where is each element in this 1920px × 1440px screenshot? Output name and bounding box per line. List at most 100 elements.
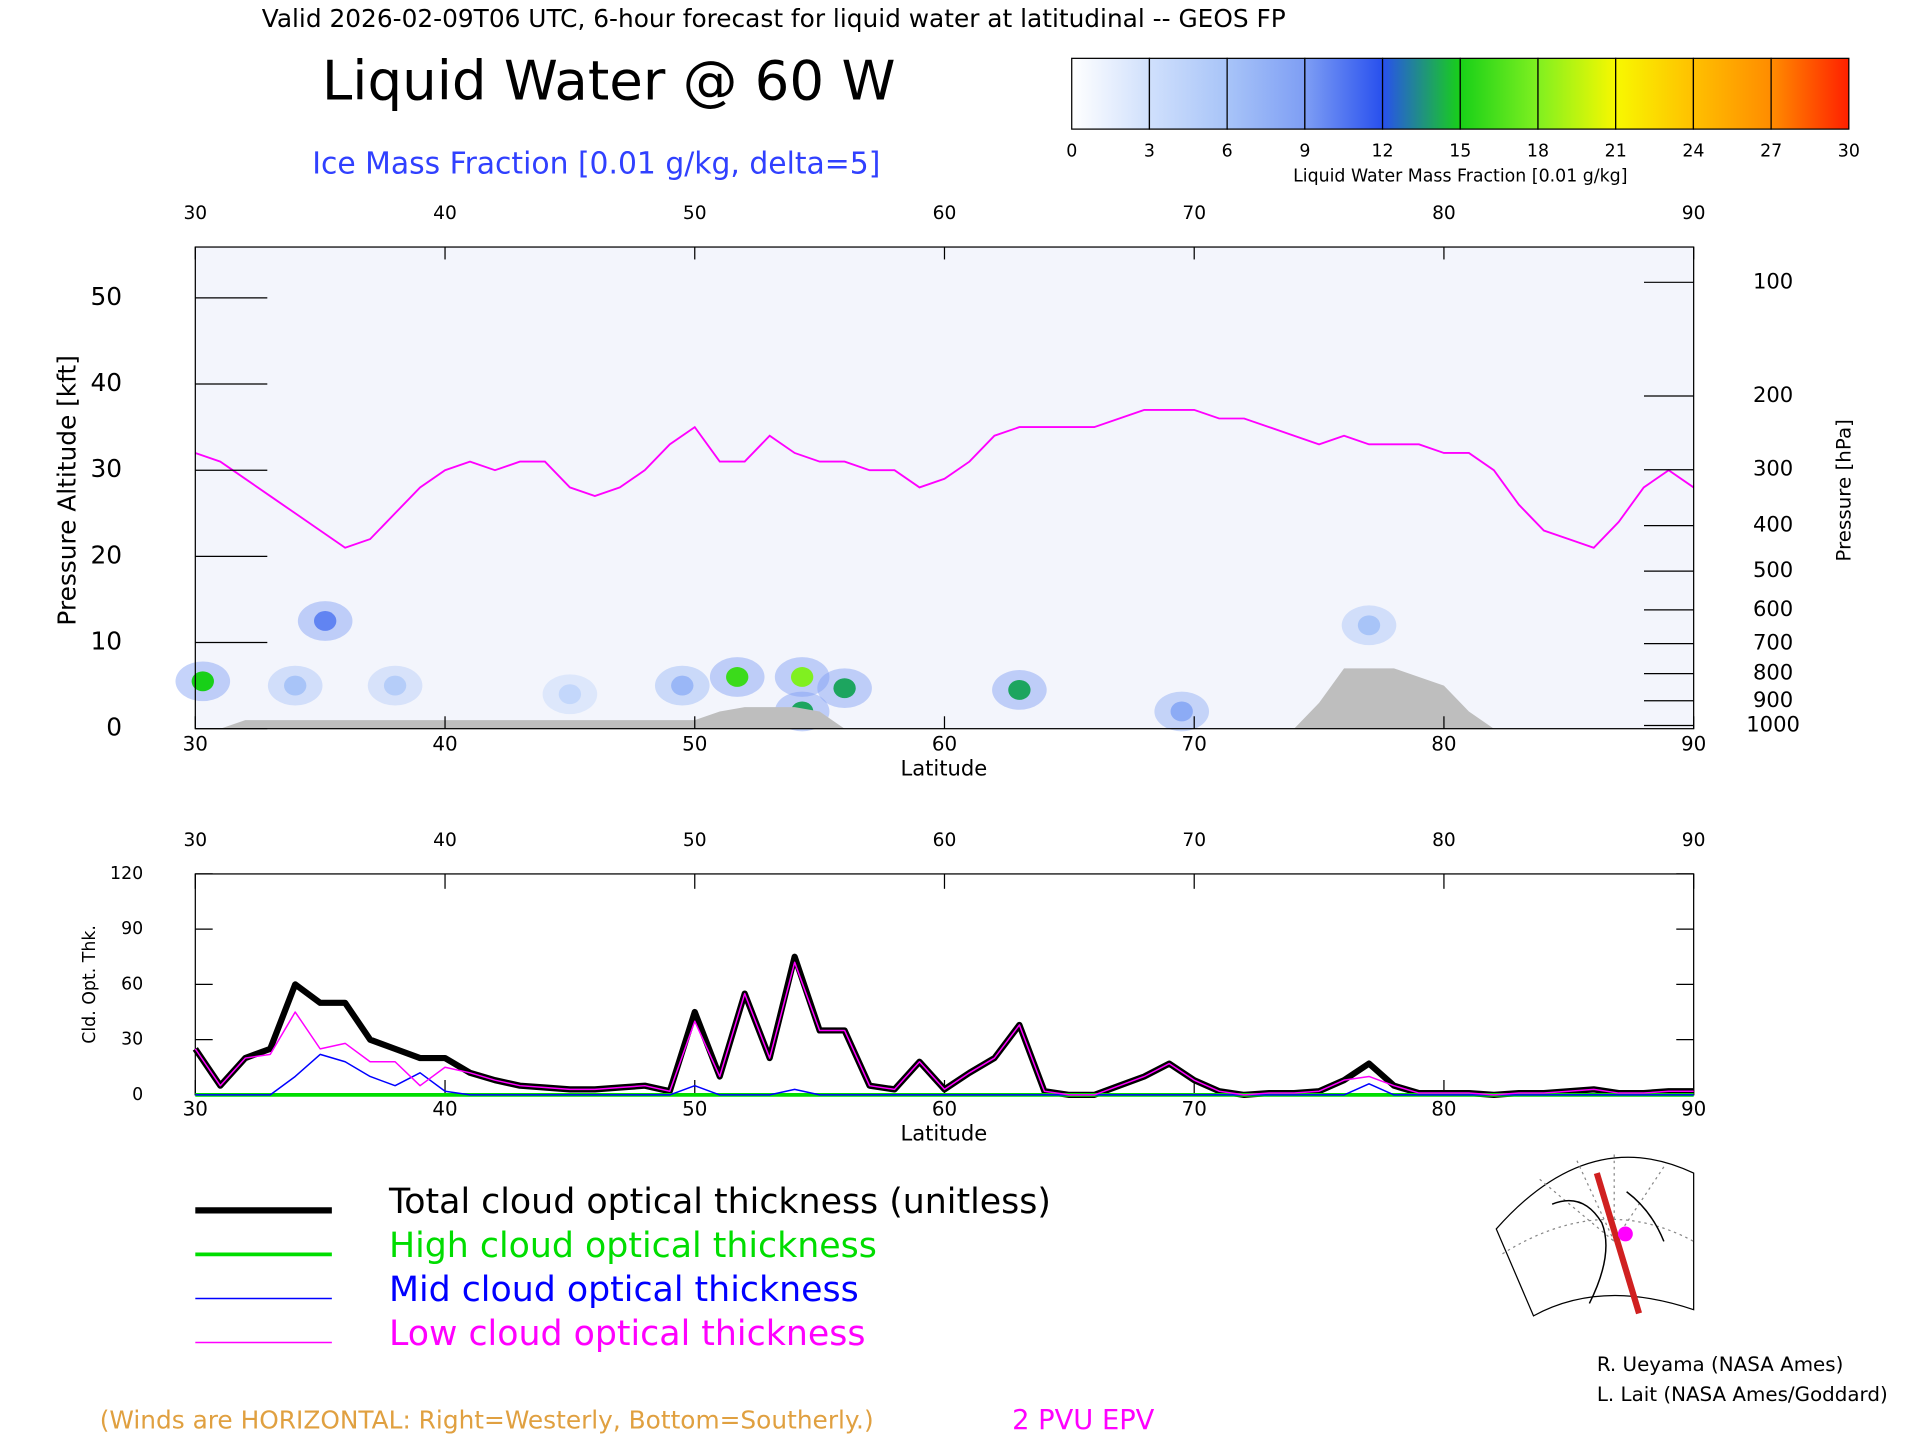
y2-tick-label: 500 [1753,557,1793,582]
x-tick-label: 60 [932,1097,957,1120]
colorbar-tick-label: 30 [1838,141,1860,161]
plot-frame [194,873,1695,1096]
x-tick-label-top: 50 [683,203,707,224]
y-tick-label: 10 [90,627,122,656]
series-line [195,1053,1694,1096]
x-tick-label: 40 [432,1097,457,1120]
y2-tick-label: 1000 [1746,712,1800,737]
y2-tick-label: 600 [1753,596,1793,621]
colorbar-label: Liquid Water Mass Fraction [0.01 g/kg] [1293,166,1627,186]
colorbar-tick-label: 0 [1066,141,1077,161]
x-tick-label-top: 60 [933,830,957,851]
y2-tick-label: 300 [1753,456,1793,481]
x-tick-label-top: 80 [1432,830,1456,851]
x-tick-label: 70 [1182,732,1207,755]
x-tick-label-top: 50 [683,830,707,851]
colorbar-cell [1770,57,1850,130]
liquid-water [1357,615,1381,636]
y-tick-label: 90 [121,919,143,939]
y2-tick-label: 700 [1753,630,1793,655]
x-tick-label-top: 90 [1682,830,1706,851]
x-tick-label: 30 [183,732,208,755]
map-graticule [1502,1154,1694,1255]
x-tick-label: 40 [432,732,457,755]
y-tick-label: 30 [121,1030,143,1050]
header: Valid 2026-02-09T06 UTC, 6-hour forecast… [262,4,1286,33]
legend-label: Total cloud optical thickness (unitless) [388,1182,1051,1222]
series-line [192,953,1694,1098]
legend-label: 2 PVU EPV [1012,1405,1155,1436]
map-section-line [1593,1172,1643,1315]
colorbar-cell [1615,57,1695,130]
liquid-water [790,667,814,687]
legend-label: Mid cloud optical thickness [389,1270,859,1310]
colorbar-tick-label: 6 [1222,141,1233,161]
y-tick-label: 40 [90,368,122,397]
y2-tick-label: 200 [1753,382,1793,407]
y-tick-label: 120 [110,864,143,884]
liquid-water [726,667,749,687]
y2-tick-label: 900 [1753,687,1793,712]
x-tick-label: 80 [1431,732,1456,755]
y2-axis-label: Pressure [hPa] [1833,419,1856,561]
series-line [194,961,1694,1096]
colorbar-tick-label: 27 [1760,141,1782,161]
liquid-water [1008,679,1031,700]
map-inset [1495,1154,1695,1317]
x-tick-label-top: 80 [1432,203,1456,224]
map-marker [1617,1226,1633,1242]
colorbar-tick-label: 3 [1144,141,1155,161]
footnote: (Winds are HORIZONTAL: Right=Westerly, B… [100,1405,874,1434]
x-tick-label: 30 [183,1097,208,1120]
legend-label: Low cloud optical thickness [389,1314,865,1354]
colorbar-cell [1381,57,1461,130]
colorbar-cell [1148,57,1228,130]
x-tick-label: 70 [1182,1097,1207,1120]
x-tick-label: 50 [682,732,707,755]
liquid-water [671,675,694,696]
colorbar-cell [1692,57,1772,130]
y2-tick-label: 800 [1753,660,1793,685]
credit: L. Lait (NASA Ames/Goddard) [1597,1383,1888,1406]
x-axis-label: Latitude [900,1121,987,1146]
x-tick-label-top: 40 [433,203,457,224]
colorbar-tick-label: 12 [1372,141,1394,161]
liquid-water [1170,701,1193,722]
liquid-water [383,675,407,696]
map-outline [1495,1156,1695,1317]
colorbar-cell [1459,57,1539,130]
colorbar-tick-label: 21 [1605,141,1627,161]
x-tick-label-top: 70 [1182,830,1206,851]
liquid-water [313,611,337,631]
x-tick-label: 50 [682,1097,707,1120]
epv-line [195,408,1695,549]
x-tick-label-top: 40 [433,830,457,851]
y-axis-label: Pressure Altitude [kft] [53,355,82,625]
legend-label: High cloud optical thickness [389,1226,877,1266]
chart-subtitle: Ice Mass Fraction [0.01 g/kg, delta=5] [312,147,880,182]
liquid-water [558,684,582,705]
y-tick-label: 0 [106,713,122,742]
x-tick-label-top: 30 [183,830,207,851]
liquid-water [833,678,856,699]
x-tick-label: 90 [1681,1097,1706,1120]
y2-tick-label: 100 [1753,268,1793,293]
x-tick-label-top: 60 [933,203,957,224]
y-axis-label: Cld. Opt. Thk. [80,925,100,1044]
colorbar-tick-label: 18 [1527,141,1549,161]
colorbar-cell [1537,57,1617,130]
y2-tick-label: 400 [1753,512,1793,537]
chart-title: Liquid Water @ 60 W [322,49,896,113]
liquid-water [284,675,307,696]
credit: R. Ueyama (NASA Ames) [1597,1353,1844,1376]
x-tick-label: 90 [1681,732,1706,755]
y-tick-label: 60 [121,974,143,994]
terrain [195,668,1694,729]
x-tick-label-top: 90 [1682,203,1706,224]
x-tick-label-top: 30 [183,203,207,224]
x-tick-label: 80 [1431,1097,1456,1120]
colorbar-cell [1071,57,1151,130]
y-tick-label: 0 [132,1085,143,1105]
colorbar-cell [1304,57,1384,130]
